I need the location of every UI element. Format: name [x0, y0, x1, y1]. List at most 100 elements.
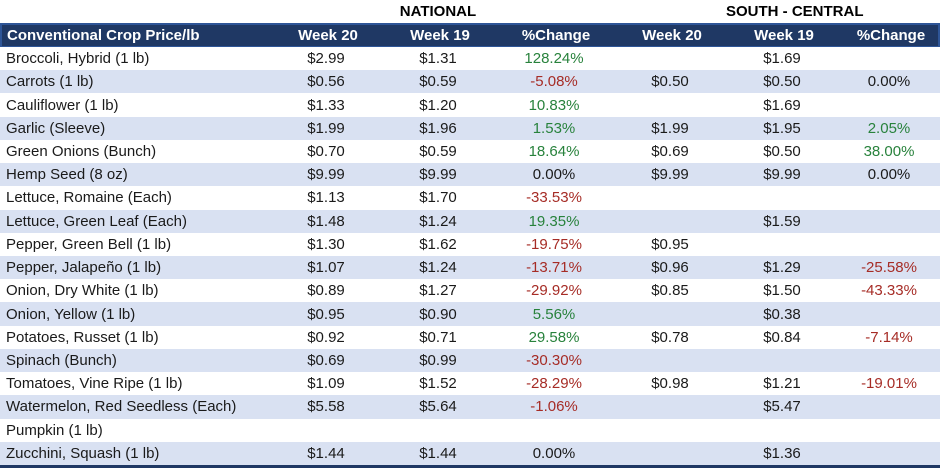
- cell-national-change: 10.83%: [528, 96, 580, 114]
- cell-south-central-week19: $1.36: [763, 444, 801, 462]
- cell-south-central-change: 0.00%: [867, 73, 911, 91]
- cell-national-week20: $0.95: [307, 305, 345, 323]
- table-row: Broccoli, Hybrid (1 lb) $2.99 $1.31 128.…: [0, 47, 940, 71]
- table-row: Green Onions (Bunch) $0.70 $0.59 18.64% …: [0, 139, 940, 164]
- cell-south-central-week19: $9.99: [763, 166, 801, 184]
- cell-crop-name: Broccoli, Hybrid (1 lb): [6, 50, 150, 68]
- cell-crop-name: Lettuce, Green Leaf (Each): [6, 212, 187, 230]
- cell-national-week20: $5.58: [307, 398, 345, 416]
- cell-south-central-change: 38.00%: [863, 142, 915, 160]
- cell-south-central-week20: $0.69: [651, 142, 689, 160]
- table-row: Pumpkin (1 lb): [0, 418, 940, 442]
- cell-national-week20: $0.89: [307, 282, 345, 300]
- column-header-south-central-week20: Week 20: [642, 27, 702, 44]
- cell-south-central-change: -7.14%: [865, 328, 913, 346]
- cell-crop-name: Pumpkin (1 lb): [6, 421, 103, 439]
- cell-national-week20: $1.99: [307, 119, 345, 137]
- cell-national-change: 5.56%: [532, 305, 576, 323]
- cell-national-week20: $1.48: [307, 212, 345, 230]
- table-row: Cauliflower (1 lb) $1.33 $1.20 10.83% $1…: [0, 93, 940, 117]
- cell-national-week20: $1.07: [307, 259, 345, 277]
- cell-national-change: -28.29%: [526, 375, 582, 393]
- cell-national-change: 0.00%: [532, 166, 576, 184]
- cell-national-week19: $0.71: [419, 328, 457, 346]
- table-row: Pepper, Jalapeño (1 lb) $1.07 $1.24 -13.…: [0, 255, 940, 280]
- cell-south-central-week19: $1.95: [763, 119, 801, 137]
- cell-south-central-week20: $0.85: [651, 282, 689, 300]
- cell-national-change: 29.58%: [528, 328, 580, 346]
- cell-national-week19: $1.24: [419, 259, 457, 277]
- table-row: Lettuce, Romaine (Each) $1.13 $1.70 -33.…: [0, 186, 940, 210]
- cell-national-week19: $0.99: [419, 351, 457, 369]
- cell-national-change: -5.08%: [530, 73, 578, 91]
- cell-south-central-change: 0.00%: [867, 166, 911, 184]
- cell-national-change: 128.24%: [524, 50, 584, 68]
- region-group-header-row: NATIONAL SOUTH - CENTRAL: [0, 0, 940, 23]
- table-row: Spinach (Bunch) $0.69 $0.99 -30.30%: [0, 348, 940, 373]
- cell-national-week20: $0.92: [307, 328, 345, 346]
- cell-national-change: -1.06%: [530, 398, 578, 416]
- cell-national-week19: $1.52: [419, 375, 457, 393]
- cell-national-week20: $1.44: [307, 444, 345, 462]
- cell-crop-name: Onion, Dry White (1 lb): [6, 282, 159, 300]
- cell-crop-name: Garlic (Sleeve): [6, 119, 106, 137]
- column-header-row: Conventional Crop Price/lb Week 20 Week …: [0, 23, 940, 47]
- cell-crop-name: Hemp Seed (8 oz): [6, 166, 128, 184]
- table-row: Lettuce, Green Leaf (Each) $1.48 $1.24 1…: [0, 209, 940, 233]
- cell-national-week19: $1.70: [419, 189, 457, 207]
- cell-south-central-week19: $5.47: [763, 398, 801, 416]
- table-row: Pepper, Green Bell (1 lb) $1.30 $1.62 -1…: [0, 232, 940, 256]
- cell-national-week20: $1.30: [307, 235, 345, 253]
- column-header-south-central-week19: Week 19: [754, 27, 814, 44]
- cell-south-central-week20: $0.98: [651, 375, 689, 393]
- cell-crop-name: Pepper, Green Bell (1 lb): [6, 235, 172, 253]
- cell-crop-name: Tomatoes, Vine Ripe (1 lb): [6, 375, 183, 393]
- cell-national-week19: $1.62: [419, 235, 457, 253]
- cell-south-central-change: -19.01%: [861, 375, 917, 393]
- cell-south-central-week19: $1.50: [763, 282, 801, 300]
- cell-crop-name: Carrots (1 lb): [6, 73, 94, 91]
- cell-south-central-week20: $1.99: [651, 119, 689, 137]
- cell-south-central-week19: $1.69: [763, 96, 801, 114]
- table-row: Hemp Seed (8 oz) $9.99 $9.99 0.00% $9.99…: [0, 163, 940, 187]
- cell-crop-name: Zucchini, Squash (1 lb): [6, 444, 160, 462]
- cell-south-central-week19: $0.50: [763, 142, 801, 160]
- cell-south-central-week19: $1.21: [763, 375, 801, 393]
- table-row: Garlic (Sleeve) $1.99 $1.96 1.53% $1.99 …: [0, 116, 940, 140]
- cell-south-central-week20: $0.50: [651, 73, 689, 91]
- cell-south-central-week20: $0.96: [651, 259, 689, 277]
- cell-south-central-week19: $1.59: [763, 212, 801, 230]
- cell-national-change: -13.71%: [526, 259, 582, 277]
- cell-national-week19: $0.59: [419, 73, 457, 91]
- cell-national-week19: $1.27: [419, 282, 457, 300]
- cell-national-week19: $1.31: [419, 50, 457, 68]
- cell-national-change: -30.30%: [526, 351, 582, 369]
- cell-south-central-change: 2.05%: [867, 119, 911, 137]
- cell-south-central-week19: $0.50: [763, 73, 801, 91]
- column-header-crop: Conventional Crop Price/lb: [7, 27, 200, 44]
- group-label-national: NATIONAL: [399, 3, 477, 20]
- column-header-national-week20: Week 20: [298, 27, 358, 44]
- cell-national-change: -29.92%: [526, 282, 582, 300]
- cell-crop-name: Cauliflower (1 lb): [6, 96, 119, 114]
- cell-national-change: -19.75%: [526, 235, 582, 253]
- cell-national-week19: $5.64: [419, 398, 457, 416]
- group-label-south-central: SOUTH - CENTRAL: [726, 3, 864, 20]
- cell-south-central-week19: $0.38: [763, 305, 801, 323]
- cell-national-week20: $2.99: [307, 50, 345, 68]
- cell-national-week20: $0.69: [307, 351, 345, 369]
- cell-crop-name: Watermelon, Red Seedless (Each): [6, 398, 237, 416]
- cell-crop-name: Lettuce, Romaine (Each): [6, 189, 172, 207]
- cell-national-week19: $1.44: [419, 444, 457, 462]
- table-row: Carrots (1 lb) $0.56 $0.59 -5.08% $0.50 …: [0, 70, 940, 94]
- cell-national-week19: $1.24: [419, 212, 457, 230]
- table-row: Onion, Dry White (1 lb) $0.89 $1.27 -29.…: [0, 279, 940, 303]
- cell-national-change: 0.00%: [532, 444, 576, 462]
- cell-national-week20: $0.56: [307, 73, 345, 91]
- table-row: Potatoes, Russet (1 lb) $0.92 $0.71 29.5…: [0, 325, 940, 349]
- cell-south-central-change: -25.58%: [861, 259, 917, 277]
- cell-national-week19: $1.96: [419, 119, 457, 137]
- cell-crop-name: Green Onions (Bunch): [6, 142, 157, 160]
- cell-south-central-week19: $1.29: [763, 259, 801, 277]
- cell-national-week20: $0.70: [307, 142, 345, 160]
